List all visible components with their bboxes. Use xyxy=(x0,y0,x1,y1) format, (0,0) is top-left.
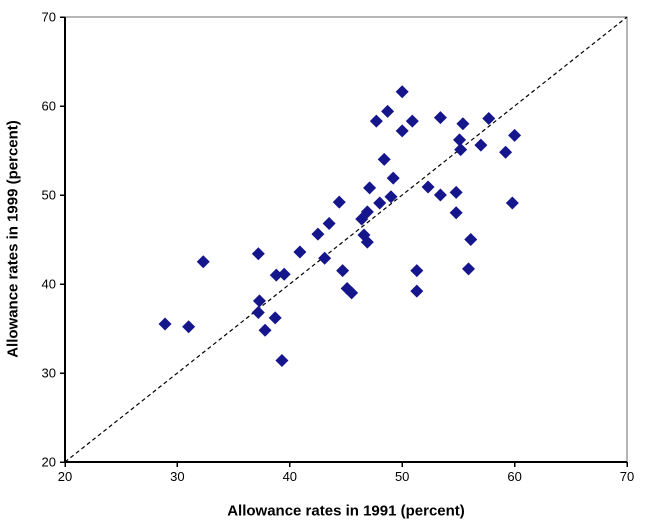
data-point xyxy=(275,354,289,368)
y-tick-label: 70 xyxy=(42,10,56,25)
y-tick-label: 40 xyxy=(42,277,56,292)
y-tick-label: 60 xyxy=(42,99,56,114)
data-point xyxy=(449,206,463,220)
data-point xyxy=(454,143,468,157)
x-tick-label: 40 xyxy=(283,469,297,484)
x-tick-label: 70 xyxy=(620,469,634,484)
data-point xyxy=(251,305,265,319)
data-point xyxy=(269,268,283,282)
x-tick-label: 60 xyxy=(507,469,521,484)
data-point xyxy=(482,111,496,125)
data-point xyxy=(395,124,409,138)
data-point xyxy=(252,294,266,308)
data-point xyxy=(360,235,374,249)
data-point xyxy=(453,133,467,147)
data-point xyxy=(373,196,387,210)
y-axis-title: Allowance rates in 1999 (percent) xyxy=(4,120,22,358)
y-tick-label: 20 xyxy=(42,455,56,470)
data-point xyxy=(277,267,291,281)
data-point xyxy=(395,85,409,99)
data-point xyxy=(268,311,282,325)
data-point xyxy=(505,196,519,210)
data-point xyxy=(251,247,265,261)
data-point xyxy=(464,233,478,246)
data-point xyxy=(410,264,424,278)
data-point xyxy=(322,216,336,230)
x-tick-label: 30 xyxy=(170,469,184,484)
data-point xyxy=(318,251,332,265)
data-point xyxy=(456,117,470,131)
data-point xyxy=(381,104,395,118)
data-point xyxy=(360,205,374,219)
data-point xyxy=(449,185,463,199)
x-tick-label: 50 xyxy=(395,469,409,484)
data-point xyxy=(474,138,488,152)
data-point xyxy=(433,188,447,202)
data-point xyxy=(499,145,513,159)
data-point xyxy=(332,195,346,209)
data-point xyxy=(433,111,447,125)
data-point xyxy=(345,286,359,300)
data-point xyxy=(196,255,210,269)
data-point xyxy=(508,128,522,142)
data-point xyxy=(311,227,325,241)
data-point xyxy=(421,180,435,194)
data-point xyxy=(158,317,172,331)
data-point xyxy=(369,114,383,128)
y-tick-label: 30 xyxy=(42,366,56,381)
data-point xyxy=(336,264,350,278)
y-tick-label: 50 xyxy=(42,188,56,203)
data-point xyxy=(462,262,476,276)
data-point xyxy=(405,114,419,128)
data-point xyxy=(293,245,307,259)
data-point xyxy=(384,190,398,204)
data-point xyxy=(258,323,272,337)
data-point xyxy=(377,152,391,166)
dashed-identity-line xyxy=(64,16,628,463)
data-point xyxy=(410,284,424,298)
data-point xyxy=(363,181,377,195)
x-axis-title: Allowance rates in 1991 (percent) xyxy=(227,502,465,520)
x-tick-label: 20 xyxy=(58,469,72,484)
data-point xyxy=(182,320,196,334)
data-point xyxy=(386,171,400,185)
